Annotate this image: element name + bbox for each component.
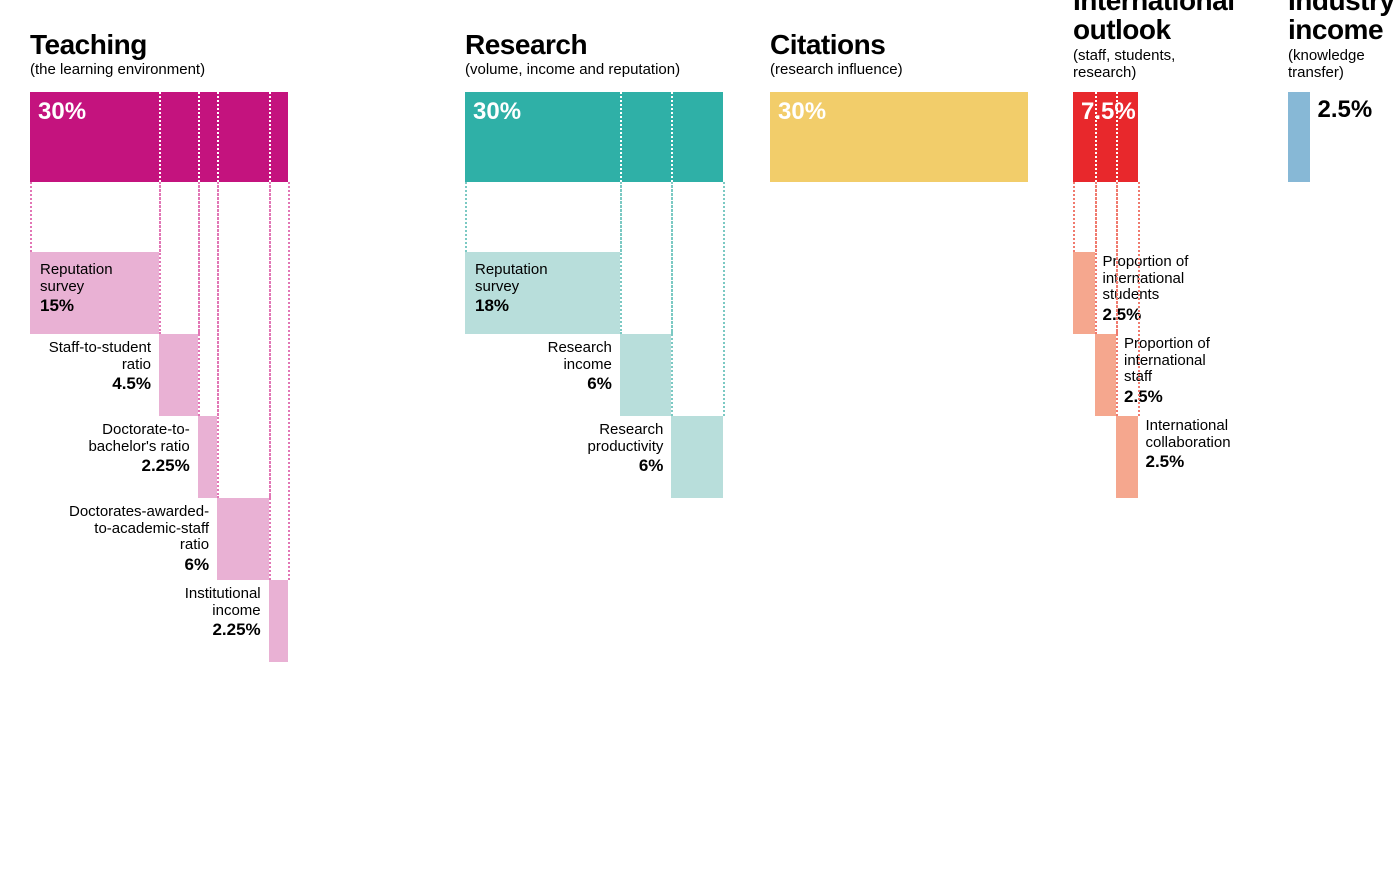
drop-line xyxy=(620,182,622,334)
sub-percent: 2.5% xyxy=(1103,306,1243,325)
sub-block xyxy=(1073,252,1095,334)
drop-line xyxy=(30,182,32,252)
main-bar: 2.5% xyxy=(1288,92,1310,182)
drop-line xyxy=(465,182,467,252)
sub-label: Doctorates-awarded-to-academic-staffrati… xyxy=(29,504,209,574)
category-subtitle: (staff, students,research) xyxy=(1073,47,1273,81)
sub-percent: 6% xyxy=(432,375,612,394)
bar-divider xyxy=(671,92,673,182)
category-subtitle: (volume, income and reputation) xyxy=(465,61,723,78)
drop-line xyxy=(269,182,271,580)
bar-divider xyxy=(1116,92,1118,182)
category-title: Internationaloutlook xyxy=(1073,0,1273,45)
category-research: Research (volume, income and reputation) 3… xyxy=(465,30,723,182)
main-percent-label: 7.5% xyxy=(1081,98,1136,126)
category-international: Internationaloutlook(staff, students,res… xyxy=(1073,30,1273,182)
category-teaching: Teaching(the learning environment)30%Rep… xyxy=(30,30,288,182)
category-header: Citations (research influence) xyxy=(770,30,1028,82)
sub-block: Reputationsurvey18% xyxy=(465,252,620,334)
sub-percent: 2.5% xyxy=(1146,453,1286,472)
sub-block xyxy=(1116,416,1138,498)
category-subtitle: (research influence) xyxy=(770,61,1028,78)
sub-block: Reputationsurvey15% xyxy=(30,252,159,334)
category-header: Research (volume, income and reputation) xyxy=(465,30,723,82)
sub-percent: 4.5% xyxy=(0,375,151,394)
sub-label: Proportion ofinternationalstudents2.5% xyxy=(1103,254,1243,324)
sub-block xyxy=(269,580,288,662)
sub-block xyxy=(671,416,723,498)
sub-label: Institutionalincome2.25% xyxy=(81,586,261,640)
bar-divider xyxy=(198,92,200,182)
sub-block xyxy=(620,334,672,416)
bar-divider xyxy=(217,92,219,182)
sub-label: Staff-to-studentratio4.5% xyxy=(0,340,151,394)
category-header: Teaching (the learning environment) xyxy=(30,30,288,82)
drop-line xyxy=(723,182,725,416)
sub-label: Researchproductivity6% xyxy=(483,422,663,476)
category-citations: Citations (research influence) 30% xyxy=(770,30,1028,182)
bar-divider xyxy=(1095,92,1097,182)
drop-line xyxy=(1073,182,1075,252)
drop-line xyxy=(198,182,200,416)
drop-line xyxy=(1095,182,1097,334)
category-subtitle: (the learning environment) xyxy=(30,61,288,78)
main-percent-label: 30% xyxy=(778,98,826,126)
drop-line xyxy=(217,182,219,498)
sub-label: Internationalcollaboration2.5% xyxy=(1146,418,1286,472)
sub-percent: 6% xyxy=(483,457,663,476)
bar-divider xyxy=(159,92,161,182)
drop-line xyxy=(671,182,673,416)
sub-label: Proportion ofinternationalstaff2.5% xyxy=(1124,336,1264,406)
sub-block xyxy=(1095,334,1117,416)
sub-block xyxy=(198,416,217,498)
drop-line xyxy=(1116,182,1118,416)
main-percent-label: 2.5% xyxy=(1318,96,1373,124)
category-title: Teaching xyxy=(30,30,288,59)
category-industry: Industryincome(knowledgetransfer)2.5% xyxy=(1288,30,1400,182)
sub-label: Doctorate-to-bachelor's ratio2.25% xyxy=(10,422,190,476)
sub-label: Reputationsurvey18% xyxy=(475,262,548,316)
main-percent-label: 30% xyxy=(38,98,86,126)
bar-divider xyxy=(620,92,622,182)
main-bar: 30% xyxy=(465,92,723,182)
category-title: Research xyxy=(465,30,723,59)
sub-percent: 15% xyxy=(40,297,113,316)
main-bar: 30% xyxy=(770,92,1028,182)
category-header: Industryincome(knowledgetransfer) xyxy=(1288,0,1400,38)
sub-percent: 6% xyxy=(29,556,209,575)
drop-line xyxy=(288,182,290,580)
sub-label: Reputationsurvey15% xyxy=(40,262,113,316)
sub-percent: 18% xyxy=(475,297,548,316)
sub-percent: 2.25% xyxy=(10,457,190,476)
category-title: Citations xyxy=(770,30,1028,59)
category-header: Internationaloutlook(staff, students,res… xyxy=(1073,0,1273,38)
drop-line xyxy=(159,182,161,334)
sub-percent: 2.5% xyxy=(1124,388,1264,407)
sub-label: Researchincome6% xyxy=(432,340,612,394)
main-percent-label: 30% xyxy=(473,98,521,126)
sub-block xyxy=(217,498,269,580)
sub-percent: 2.25% xyxy=(81,621,261,640)
main-bar: 7.5% xyxy=(1073,92,1138,182)
bar-divider xyxy=(269,92,271,182)
drop-line xyxy=(1138,182,1140,416)
main-bar: 30% xyxy=(30,92,288,182)
sub-block xyxy=(159,334,198,416)
category-subtitle: (knowledgetransfer) xyxy=(1288,47,1400,81)
category-title: Industryincome xyxy=(1288,0,1400,45)
